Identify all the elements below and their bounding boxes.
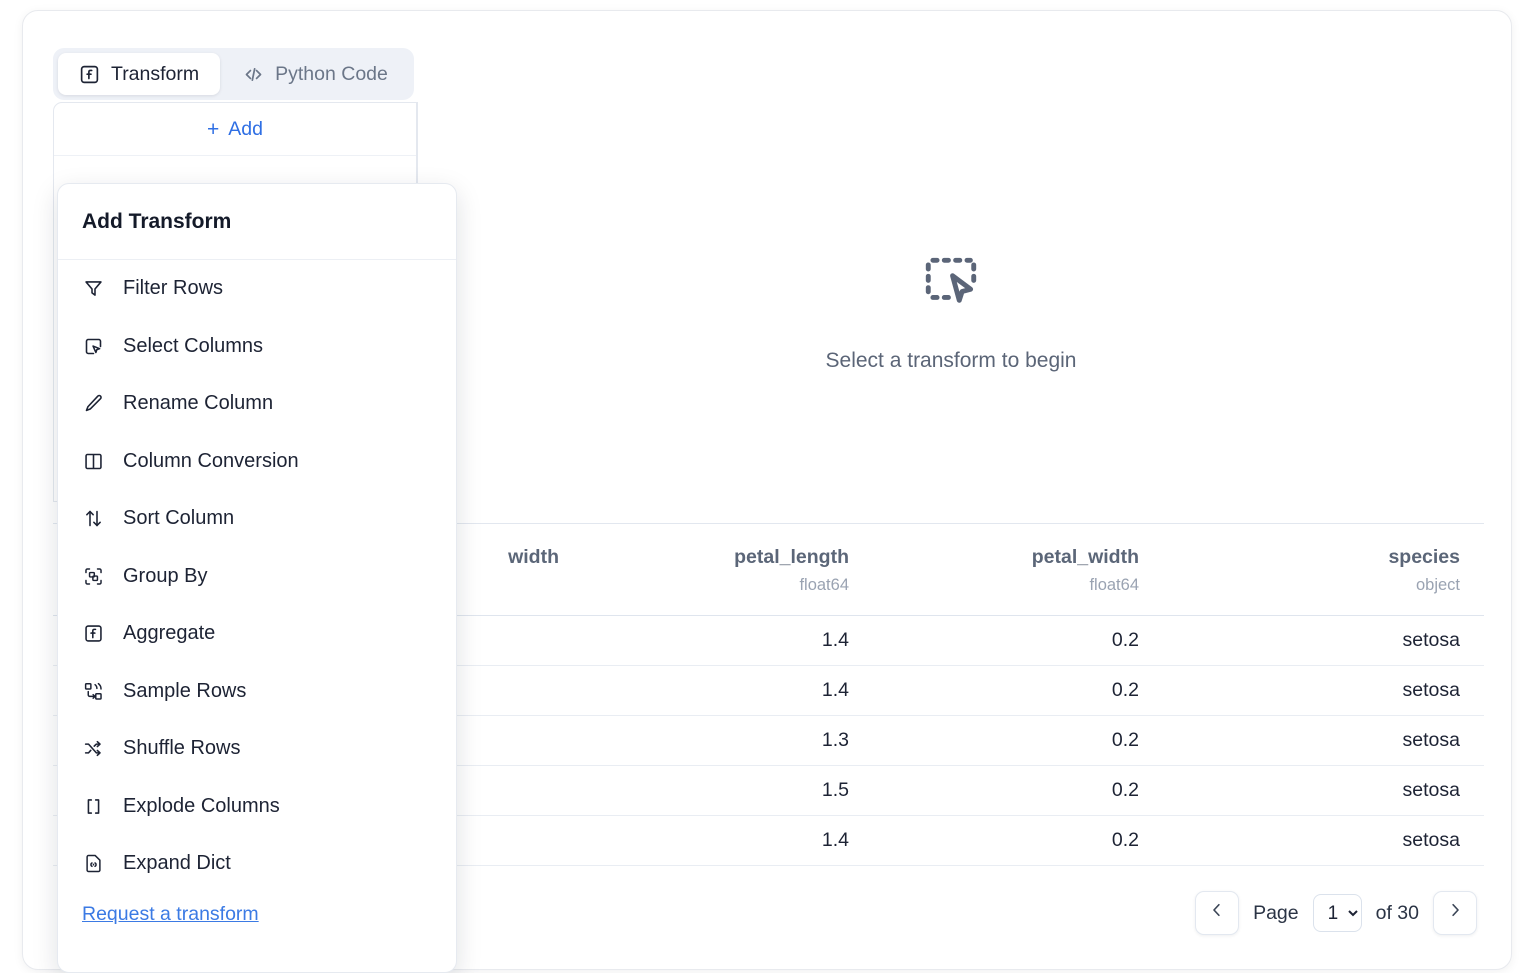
menu-item-filter-rows[interactable]: Filter Rows (58, 260, 456, 318)
menu-item-rename-column[interactable]: Rename Column (58, 375, 456, 433)
column-type: float64 (799, 576, 849, 594)
page-total-label: of 30 (1375, 901, 1419, 924)
table-divider (53, 523, 1484, 524)
menu-item-label: Column Conversion (123, 449, 299, 472)
column-name: species (1388, 546, 1460, 568)
menu-item-label: Select Columns (123, 334, 264, 357)
menu-item-label: Aggregate (123, 622, 216, 645)
app-card: Transform Python Code + Add (22, 10, 1512, 973)
page-select[interactable]: 1 (1312, 894, 1362, 932)
menu-item-label: Sample Rows (123, 679, 247, 702)
table-cell: 0.2 (873, 615, 1163, 666)
column-header[interactable]: petal_width float64 (873, 524, 1163, 616)
group-by-icon (82, 565, 105, 588)
menu-item-label: Expand Dict (123, 852, 231, 875)
menu-item-shuffle-rows[interactable]: Shuffle Rows (58, 720, 456, 778)
table-cell: setosa (1163, 615, 1484, 666)
column-name: width (508, 546, 559, 568)
next-page-button[interactable] (1433, 891, 1477, 935)
column-type: float64 (1089, 576, 1139, 594)
pencil-icon (82, 392, 105, 415)
table-cell: 0.2 (873, 815, 1163, 866)
select-columns-icon (82, 335, 105, 358)
code-icon (243, 64, 264, 85)
menu-item-expand-dict[interactable]: Expand Dict (58, 835, 456, 893)
chevron-right-icon (1446, 901, 1464, 925)
columns-icon (82, 450, 105, 473)
table-cell: setosa (1163, 765, 1484, 816)
menu-item-select-columns[interactable]: Select Columns (58, 318, 456, 376)
menu-item-label: Rename Column (123, 392, 274, 415)
table-cell: setosa (1163, 665, 1484, 716)
filter-icon (82, 277, 105, 300)
table-cell: 0.2 (873, 765, 1163, 816)
menu-item-label: Explode Columns (123, 794, 280, 817)
table-cell: 1.4 (583, 815, 873, 866)
column-header[interactable]: species object (1163, 524, 1484, 616)
table-cell: setosa (1163, 815, 1484, 866)
table-cell: 1.5 (583, 765, 873, 816)
pagination: Page 1 of 30 (1195, 891, 1477, 935)
empty-state-message: Select a transform to begin (825, 349, 1077, 372)
menu-item-label: Filter Rows (123, 277, 224, 300)
column-type: object (1415, 576, 1460, 594)
menu-item-label: Group By (123, 564, 208, 587)
tab-transform[interactable]: Transform (58, 53, 221, 95)
menu-item-column-conversion[interactable]: Column Conversion (58, 433, 456, 491)
request-a-transform-link[interactable]: Request a transform (82, 902, 259, 925)
page-label: Page (1253, 901, 1299, 924)
function-icon (82, 622, 105, 645)
tab-bar: Transform Python Code (53, 48, 414, 100)
empty-state: Select a transform to begin (418, 102, 1484, 523)
select-cursor-icon (920, 252, 982, 319)
menu-item-explode-columns[interactable]: Explode Columns (58, 778, 456, 836)
tab-python-code[interactable]: Python Code (222, 53, 409, 95)
table-cell: 1.4 (583, 665, 873, 716)
column-name: petal_length (734, 546, 849, 568)
shuffle-icon (82, 737, 105, 760)
table-cell: 1.4 (583, 615, 873, 666)
function-icon (79, 64, 100, 85)
add-transform-button[interactable]: + Add (54, 103, 416, 156)
menu-item-sort-column[interactable]: Sort Column (58, 490, 456, 548)
prev-page-button[interactable] (1195, 891, 1240, 935)
menu-item-sample-rows[interactable]: Sample Rows (58, 663, 456, 721)
sort-arrows-icon (82, 507, 105, 530)
tab-python-code-label: Python Code (275, 62, 388, 85)
add-transform-menu-title: Add Transform (58, 184, 456, 260)
menu-item-label: Shuffle Rows (123, 737, 241, 760)
chevron-left-icon (1208, 901, 1226, 925)
table-cell: 1.3 (583, 715, 873, 766)
table-cell: 0.2 (873, 665, 1163, 716)
plus-icon: + (207, 117, 220, 141)
sample-rows-icon (82, 680, 105, 703)
tab-transform-label: Transform (111, 62, 200, 85)
add-transform-menu: Add Transform Filter Rows Select Columns (57, 183, 457, 973)
table-cell: 0.2 (873, 715, 1163, 766)
column-header[interactable]: petal_length float64 (583, 524, 873, 616)
add-button-label: Add (228, 117, 263, 140)
menu-item-group-by[interactable]: Group By (58, 548, 456, 606)
menu-item-label: Sort Column (123, 507, 235, 530)
menu-item-aggregate[interactable]: Aggregate (58, 605, 456, 663)
expand-dict-icon (82, 852, 105, 875)
table-cell: setosa (1163, 715, 1484, 766)
brackets-icon (82, 795, 105, 818)
column-name: petal_width (1031, 546, 1139, 568)
